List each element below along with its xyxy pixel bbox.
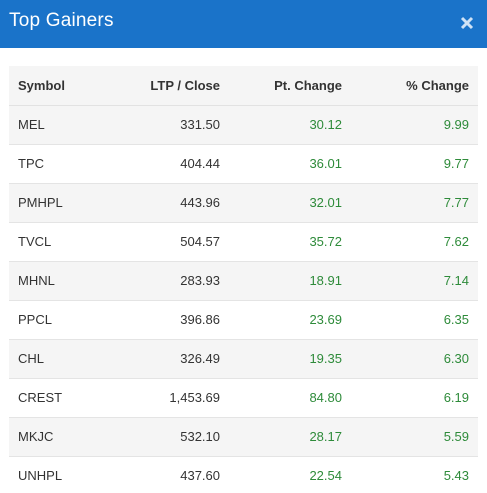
cell-pct-change: 6.19	[342, 378, 478, 418]
cell-pct-change: 7.77	[342, 183, 478, 223]
table-row[interactable]: MHNL 283.93 18.91 7.14	[9, 261, 478, 301]
cell-pt-change: 19.35	[220, 339, 342, 379]
table-row[interactable]: PMHPL 443.96 32.01 7.77	[9, 183, 478, 223]
cell-symbol: UNHPL	[9, 456, 117, 493]
cell-symbol: PMHPL	[9, 183, 117, 223]
cell-ltp-close: 504.57	[117, 222, 220, 262]
cell-pct-change: 5.59	[342, 417, 478, 457]
cell-ltp-close: 437.60	[117, 456, 220, 493]
cell-pt-change: 18.91	[220, 261, 342, 301]
cell-pt-change: 30.12	[220, 105, 342, 145]
cell-symbol: CREST	[9, 378, 117, 418]
cell-pct-change: 6.35	[342, 300, 478, 340]
cell-ltp-close: 404.44	[117, 144, 220, 184]
gainers-table: Symbol LTP / Close Pt. Change % Change M…	[9, 66, 478, 493]
cell-pt-change: 36.01	[220, 144, 342, 184]
table-body: MEL 331.50 30.12 9.99 TPC 404.44 36.01 9…	[9, 105, 478, 493]
cell-ltp-close: 532.10	[117, 417, 220, 457]
cell-pt-change: 32.01	[220, 183, 342, 223]
close-icon	[460, 16, 474, 30]
column-header-pt-change[interactable]: Pt. Change	[220, 66, 342, 106]
cell-ltp-close: 326.49	[117, 339, 220, 379]
cell-symbol: TPC	[9, 144, 117, 184]
cell-pt-change: 35.72	[220, 222, 342, 262]
modal-header: Top Gainers	[0, 0, 487, 48]
cell-pct-change: 9.77	[342, 144, 478, 184]
cell-ltp-close: 443.96	[117, 183, 220, 223]
cell-pt-change: 22.54	[220, 456, 342, 493]
modal-title: Top Gainers	[9, 10, 114, 31]
cell-ltp-close: 331.50	[117, 105, 220, 145]
cell-ltp-close: 1,453.69	[117, 378, 220, 418]
cell-ltp-close: 283.93	[117, 261, 220, 301]
table-row[interactable]: CREST 1,453.69 84.80 6.19	[9, 378, 478, 418]
column-header-pct-change[interactable]: % Change	[342, 66, 478, 106]
cell-pt-change: 28.17	[220, 417, 342, 457]
modal-body: Symbol LTP / Close Pt. Change % Change M…	[0, 48, 487, 493]
cell-pt-change: 23.69	[220, 300, 342, 340]
column-header-symbol[interactable]: Symbol	[9, 66, 117, 106]
table-row[interactable]: UNHPL 437.60 22.54 5.43	[9, 456, 478, 493]
table-header-row: Symbol LTP / Close Pt. Change % Change	[9, 66, 478, 106]
cell-symbol: PPCL	[9, 300, 117, 340]
cell-pct-change: 7.14	[342, 261, 478, 301]
cell-pct-change: 7.62	[342, 222, 478, 262]
cell-symbol: TVCL	[9, 222, 117, 262]
cell-symbol: MHNL	[9, 261, 117, 301]
table-row[interactable]: PPCL 396.86 23.69 6.35	[9, 300, 478, 340]
cell-symbol: CHL	[9, 339, 117, 379]
table-row[interactable]: MKJC 532.10 28.17 5.59	[9, 417, 478, 457]
cell-pt-change: 84.80	[220, 378, 342, 418]
table-row[interactable]: CHL 326.49 19.35 6.30	[9, 339, 478, 379]
cell-ltp-close: 396.86	[117, 300, 220, 340]
column-header-ltp-close[interactable]: LTP / Close	[117, 66, 220, 106]
cell-pct-change: 9.99	[342, 105, 478, 145]
close-button[interactable]	[457, 13, 477, 33]
cell-pct-change: 5.43	[342, 456, 478, 493]
table-row[interactable]: MEL 331.50 30.12 9.99	[9, 105, 478, 145]
table-row[interactable]: TVCL 504.57 35.72 7.62	[9, 222, 478, 262]
cell-symbol: MEL	[9, 105, 117, 145]
cell-symbol: MKJC	[9, 417, 117, 457]
table-row[interactable]: TPC 404.44 36.01 9.77	[9, 144, 478, 184]
cell-pct-change: 6.30	[342, 339, 478, 379]
